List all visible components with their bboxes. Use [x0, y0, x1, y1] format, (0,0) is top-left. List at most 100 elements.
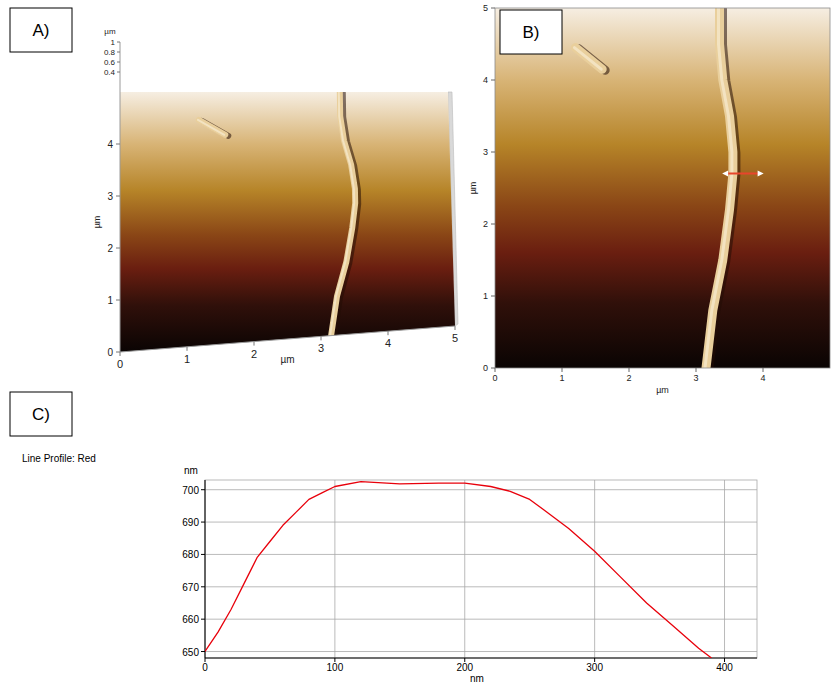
profile-line — [205, 482, 712, 658]
chart-title: Line Profile: Red — [22, 453, 96, 464]
y-tick-label: 2 — [483, 219, 488, 229]
x-tick-label: 3 — [318, 342, 324, 354]
x-grid-line — [464, 480, 465, 658]
y-axis-title: µm — [92, 216, 102, 229]
fiber — [199, 120, 225, 135]
y-grid-line — [205, 554, 757, 555]
z-tick — [117, 62, 120, 63]
x-tick-label: 100 — [327, 662, 344, 673]
x-tick-label: 2 — [251, 348, 257, 360]
x-tick — [321, 336, 322, 340]
x-tick — [455, 326, 456, 330]
y-tick — [201, 619, 205, 620]
z-tick — [117, 72, 120, 73]
x-tick-label: 200 — [456, 662, 473, 673]
y-tick-label: 1 — [107, 295, 113, 306]
y-axis-line — [120, 92, 121, 352]
line-plot — [205, 482, 712, 658]
y-tick — [491, 80, 495, 81]
x-tick-label: 2 — [626, 373, 631, 383]
x-grid-line — [594, 480, 595, 658]
x-tick-label: 1 — [184, 353, 190, 365]
x-tick — [495, 368, 496, 372]
x-tick-label: 400 — [716, 662, 733, 673]
fiber-highlight — [705, 8, 732, 368]
y-tick — [201, 651, 205, 652]
image-plot — [495, 8, 830, 368]
x-tick — [187, 347, 188, 351]
fiber — [331, 92, 355, 336]
profile-marker — [726, 173, 760, 175]
x-tick-label: 300 — [586, 662, 603, 673]
y-grid-line — [205, 522, 757, 523]
y-grid-line — [205, 619, 757, 620]
x-tick — [562, 368, 563, 372]
z-tick-label: 0.8 — [104, 48, 116, 57]
figure: A)012345µm01234µm0.40.60.81µm01234µm0123… — [0, 0, 837, 689]
y-grid-line — [205, 489, 757, 490]
y-tick-label: 0 — [107, 347, 113, 358]
y-tick — [116, 352, 120, 353]
y-tick — [491, 368, 495, 369]
y-tick — [116, 144, 120, 145]
z-axis-line — [120, 42, 121, 92]
y-grid-line — [205, 586, 757, 587]
x-tick — [629, 368, 630, 372]
y-tick — [491, 224, 495, 225]
x-grid-line — [334, 480, 335, 658]
y-tick-label: 650 — [182, 647, 199, 658]
x-axis-line — [205, 658, 757, 659]
height-map — [495, 8, 830, 368]
x-tick — [388, 331, 389, 335]
surface-plot — [110, 85, 470, 365]
x-tick-label: 3 — [693, 373, 698, 383]
y-tick — [491, 296, 495, 297]
y-tick-label: 690 — [182, 517, 199, 528]
height-map — [110, 85, 470, 365]
panel-label: C) — [32, 405, 50, 424]
y-tick-label: 4 — [107, 139, 113, 150]
z-axis-title: µm — [104, 27, 116, 36]
y-grid-line — [205, 651, 757, 652]
z-tick — [117, 42, 120, 43]
y-axis-title: µm — [468, 182, 478, 195]
y-tick — [201, 489, 205, 490]
panel-label: B) — [523, 23, 540, 42]
x-tick-label: 0 — [117, 358, 123, 370]
y-tick — [491, 8, 495, 9]
x-tick-label: 1 — [559, 373, 564, 383]
fiber-highlight — [198, 120, 224, 135]
x-tick — [120, 352, 121, 356]
y-tick — [201, 586, 205, 587]
y-tick-label: 3 — [107, 191, 113, 202]
x-tick-label: 4 — [760, 373, 765, 383]
x-tick — [763, 368, 764, 372]
z-tick-label: 1 — [111, 38, 116, 47]
x-tick-label: 0 — [202, 662, 208, 673]
x-grid-line — [724, 480, 725, 658]
y-tick-label: 670 — [182, 582, 199, 593]
x-grid-line — [205, 480, 206, 658]
y-tick-label: 1 — [483, 291, 488, 301]
y-tick-label: 4 — [483, 75, 488, 85]
y-axis-line — [205, 480, 206, 658]
x-tick — [254, 342, 255, 346]
y-tick-label: 2 — [107, 243, 113, 254]
x-axis-title: µm — [656, 385, 669, 395]
y-tick-label: 660 — [182, 614, 199, 625]
z-tick-label: 0.6 — [104, 58, 116, 67]
panel-label-box — [10, 392, 72, 436]
y-tick — [201, 554, 205, 555]
y-tick-label: 5 — [483, 3, 488, 13]
y-tick — [116, 248, 120, 249]
x-tick-label: 4 — [385, 337, 391, 349]
plot-frame — [205, 480, 757, 658]
panel-label-box — [10, 8, 72, 52]
y-tick — [201, 522, 205, 523]
z-tick — [117, 52, 120, 53]
x-tick — [696, 368, 697, 372]
y-axis-title: nm — [184, 465, 198, 476]
y-tick-label: 0 — [483, 363, 488, 373]
x-axis-title: µm — [280, 354, 294, 365]
y-tick-label: 680 — [182, 549, 199, 560]
